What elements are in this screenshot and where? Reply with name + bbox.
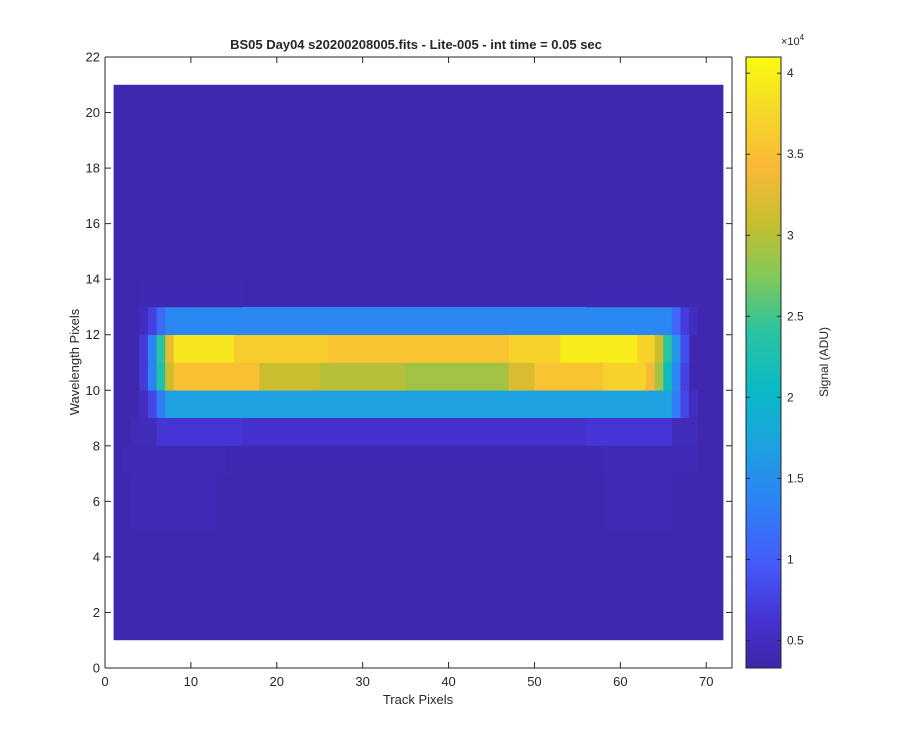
colorbar-exponent: ×104 — [781, 33, 805, 48]
chart-title: BS05 Day04 s20200208005.fits - Lite-005 … — [230, 37, 602, 52]
y-tick-label: 12 — [86, 327, 100, 342]
heatmap-cell — [671, 362, 681, 391]
heatmap-cell — [130, 418, 157, 447]
heatmap-cell — [654, 362, 664, 391]
x-tick-label: 60 — [613, 674, 627, 689]
y-tick-label: 2 — [93, 605, 100, 620]
heatmap-cell — [147, 334, 157, 363]
colorbar-tick-label: 0.5 — [787, 633, 804, 647]
heatmap-cell — [689, 390, 698, 419]
y-tick-label: 6 — [93, 494, 100, 509]
heatmap-cell — [173, 362, 260, 391]
heatmap-cell — [225, 445, 604, 474]
heatmap-cell — [147, 362, 157, 391]
y-tick-label: 4 — [93, 549, 100, 564]
colorbar-tick-label: 3.5 — [787, 147, 804, 161]
heatmap-cell — [139, 334, 149, 363]
heatmap-cell — [603, 362, 647, 391]
colorbar-tick-label: 4 — [787, 66, 794, 80]
heatmap-cell — [680, 362, 690, 391]
heatmap-cell — [328, 334, 509, 363]
x-tick-label: 0 — [101, 674, 108, 689]
heatmap-cell — [508, 362, 535, 391]
heatmap-cell — [165, 362, 175, 391]
heatmap-cell — [139, 390, 149, 419]
heatmap-cell — [139, 279, 243, 308]
x-tick-label: 40 — [441, 674, 455, 689]
heatmap-cell — [139, 362, 149, 391]
heatmap-cell — [147, 306, 157, 336]
heatmap-cell — [319, 362, 406, 391]
heatmap-cell — [508, 334, 561, 363]
heatmap-cell — [671, 418, 698, 447]
y-tick-label: 18 — [86, 161, 100, 176]
heatmap-cell — [122, 445, 226, 474]
colorbar-tick-label: 2 — [787, 390, 794, 404]
heatmap-cell — [147, 390, 157, 419]
heatmap-cell — [560, 334, 638, 363]
colorbar-tick-label: 1.5 — [787, 471, 804, 485]
heatmap-cell — [671, 334, 681, 363]
colorbar-exponent-base: ×10 — [781, 36, 800, 48]
colorbar-label: Signal (ADU) — [817, 327, 831, 397]
heatmap-cell — [165, 306, 673, 336]
heatmap-cell — [165, 334, 175, 363]
heatmap-cell — [680, 334, 690, 363]
y-tick-label: 10 — [86, 383, 100, 398]
heatmap-cell — [156, 418, 243, 447]
heatmap-cell — [130, 473, 217, 530]
heatmap-cell — [663, 362, 673, 391]
heatmap-cell — [680, 390, 690, 419]
colorbar-exponent-power: 4 — [800, 33, 805, 42]
heatmap-cell — [689, 306, 698, 336]
x-tick-label: 30 — [355, 674, 369, 689]
heatmap-cell — [646, 362, 655, 391]
colorbar-tick-label: 1 — [787, 552, 794, 566]
heatmap-cell — [242, 418, 587, 447]
colorbar-gradient — [745, 56, 782, 669]
heatmap-cell — [173, 334, 235, 363]
heatmap-cell — [680, 306, 690, 336]
y-tick-label: 14 — [86, 272, 100, 287]
heatmap-cell — [233, 334, 329, 363]
heatmap-cell — [603, 445, 698, 474]
heatmap-cell — [663, 334, 673, 363]
colorbar-tick-label: 2.5 — [787, 309, 804, 323]
colorbar: 0.5 1 1.5 2 2.5 3 3.5 4 — [745, 56, 804, 669]
heatmap-cell — [603, 473, 673, 530]
heatmap-cell — [259, 362, 321, 391]
heatmap-cell — [165, 390, 673, 419]
x-axis-label: Track Pixels — [383, 692, 454, 707]
heatmap-cell — [534, 362, 604, 391]
x-tick-label: 70 — [699, 674, 713, 689]
heatmap-cell — [139, 306, 149, 336]
x-tick-label: 20 — [270, 674, 284, 689]
heatmap-cell — [654, 334, 664, 363]
heatmap-cell — [156, 334, 166, 363]
y-tick-label: 8 — [93, 438, 100, 453]
y-axis-label: Wavelength Pixels — [67, 308, 82, 415]
heatmap-cell — [156, 390, 166, 419]
heatmap-cells — [113, 84, 724, 641]
heatmap-cell — [156, 362, 166, 391]
heatmap-cell — [671, 306, 681, 336]
y-tick-label: 22 — [86, 50, 100, 65]
heatmap-cell — [585, 418, 673, 447]
x-tick-label: 10 — [184, 674, 198, 689]
heatmap-cell — [637, 334, 655, 363]
heatmap-cell — [405, 362, 509, 391]
axes: 0 10 20 30 40 50 60 70 0 2 4 6 8 10 12 14 16 18 20 22 — [86, 50, 733, 689]
y-tick-label: 20 — [86, 105, 100, 120]
y-tick-label: 16 — [86, 216, 100, 231]
heatmap-cell — [156, 306, 166, 336]
colorbar-tick-label: 3 — [787, 228, 794, 242]
x-tick-label: 50 — [527, 674, 541, 689]
heatmap-cell — [585, 279, 681, 308]
y-tick-label: 0 — [93, 661, 100, 676]
heatmap-cell — [671, 390, 681, 419]
